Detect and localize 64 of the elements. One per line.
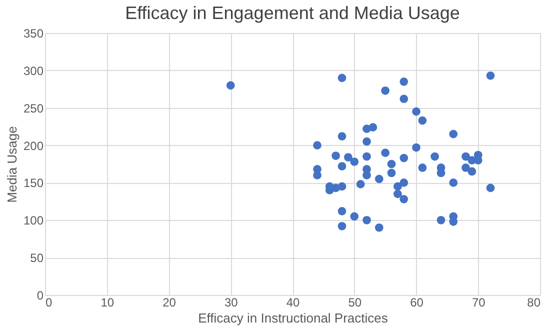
point: [338, 222, 346, 230]
x-axis-title: Efficacy in Instructional Practices: [198, 310, 388, 326]
point: [338, 162, 346, 170]
y-tick-label: 150: [23, 176, 44, 190]
point: [462, 164, 470, 172]
point: [356, 180, 365, 188]
point: [374, 174, 384, 184]
point: [449, 130, 458, 138]
point: [362, 137, 371, 146]
x-tick-label: 40: [286, 296, 300, 310]
point: [338, 74, 346, 82]
point: [313, 171, 322, 180]
point: [486, 71, 495, 80]
point: [338, 132, 346, 140]
point: [468, 167, 476, 176]
point: [344, 153, 352, 162]
x-tick-label: 60: [410, 296, 424, 310]
y-tick-label: 50: [30, 251, 44, 266]
point: [332, 152, 340, 160]
point: [350, 212, 359, 221]
y-tick-label: 350: [23, 26, 44, 40]
point: [400, 154, 408, 162]
chart-title: Efficacy in Engagement and Media Usage: [125, 3, 460, 23]
point: [381, 148, 390, 157]
point: [362, 216, 371, 224]
point: [313, 141, 322, 150]
point: [436, 216, 446, 224]
point: [374, 223, 384, 232]
y-tick-label: 300: [23, 64, 44, 78]
x-tick-label: 50: [348, 296, 362, 310]
y-tick-label: 100: [23, 214, 44, 228]
x-tick-label: 30: [224, 296, 238, 310]
point: [412, 143, 420, 152]
point: [368, 123, 378, 132]
x-tick-label: 70: [472, 296, 486, 310]
point: [350, 158, 359, 166]
point: [430, 152, 439, 161]
y-tick-label: 200: [23, 138, 44, 153]
point: [400, 195, 408, 204]
x-tick-label: 80: [527, 296, 541, 310]
point: [449, 178, 458, 187]
point: [400, 77, 408, 86]
point: [362, 152, 371, 161]
x-tick-label: 20: [162, 296, 176, 310]
point: [462, 152, 470, 161]
point: [226, 81, 235, 90]
point: [387, 168, 396, 178]
point: [400, 178, 408, 187]
point: [362, 171, 371, 180]
point: [338, 182, 346, 191]
y-axis-title: Media Usage: [4, 126, 20, 203]
y-tick-label: 250: [23, 101, 44, 116]
x-tick-label: 0: [46, 296, 52, 310]
point: [412, 107, 420, 116]
point: [394, 190, 402, 198]
point: [486, 184, 495, 192]
point: [418, 116, 427, 125]
point: [394, 182, 402, 191]
point: [418, 164, 427, 172]
point: [381, 86, 390, 95]
point: [338, 206, 346, 216]
point: [387, 160, 396, 168]
point: [400, 94, 408, 104]
x-tick-label: 10: [100, 296, 114, 310]
